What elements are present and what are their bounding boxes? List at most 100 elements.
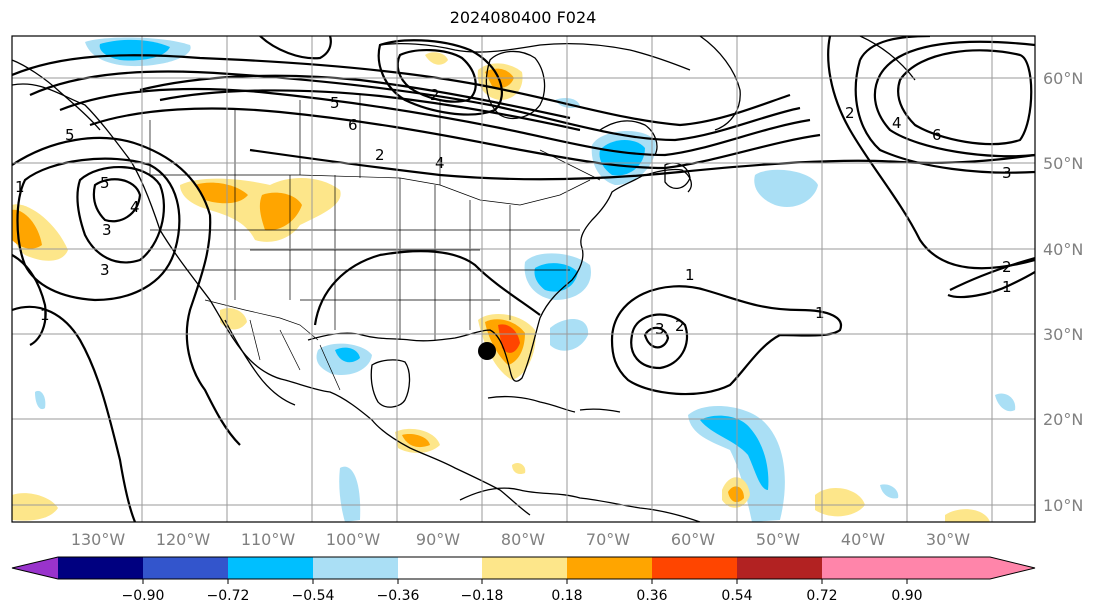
lat-label: 40°N bbox=[1043, 240, 1083, 259]
dark-orange-anomaly-tropical-atlantic bbox=[728, 486, 744, 503]
contour-west-outer bbox=[12, 305, 137, 522]
colorbar-tick-label: 0.54 bbox=[721, 588, 752, 604]
arctic-islands bbox=[379, 42, 691, 71]
blue-anomaly-pacific-south bbox=[339, 466, 361, 522]
dark-orange-anomaly-central-america bbox=[402, 434, 430, 448]
contour-label: 5 bbox=[330, 94, 340, 112]
lat-label: 20°N bbox=[1043, 410, 1083, 429]
blue-anomaly-cape-verde bbox=[880, 484, 899, 499]
blue-anomaly-tropical-atlantic bbox=[688, 405, 785, 522]
contour-label: 4 bbox=[892, 114, 902, 132]
contour-label: 1 bbox=[685, 266, 695, 284]
contour-north-jet-6 bbox=[159, 89, 581, 132]
contour-label: 2 bbox=[845, 104, 855, 122]
lon-label: 100°W bbox=[326, 530, 381, 549]
us-state-lines bbox=[150, 175, 580, 340]
map-frame bbox=[11, 35, 1036, 523]
contour-atl-low-1 bbox=[643, 326, 670, 349]
contour-east-low bbox=[947, 256, 1035, 299]
labrador-coast bbox=[599, 120, 658, 156]
mexico-west-coast bbox=[224, 319, 296, 406]
blue-anomaly-pacific-small bbox=[35, 390, 46, 410]
mexico-states bbox=[249, 319, 341, 391]
us-mexico-border bbox=[204, 299, 319, 341]
colorbar-segment bbox=[398, 557, 482, 579]
red-anomaly-florida bbox=[498, 324, 520, 353]
colorbar-tick-label: 0.36 bbox=[636, 588, 667, 604]
lon-label: 90°W bbox=[416, 530, 460, 549]
colorbar-tick-label: 0.90 bbox=[891, 588, 922, 604]
contour-atl-low-2 bbox=[630, 313, 689, 370]
map-title: 2024080400 F024 bbox=[449, 8, 597, 27]
orange-anomaly-mid-atlantic bbox=[815, 487, 865, 517]
colorbar-ticks bbox=[142, 579, 908, 584]
contour-north-jet-3 bbox=[59, 87, 811, 157]
blue-anomaly-east-atlantic bbox=[995, 393, 1016, 412]
blue-anomaly-atlantic-ne bbox=[754, 169, 818, 208]
latitude-labels: 60°N 50°N 40°N 30°N 20°N 10°N bbox=[1043, 69, 1083, 515]
political-borders bbox=[149, 95, 601, 391]
orange-anomaly-pacific-south bbox=[12, 493, 58, 521]
contour-label: 1 bbox=[1002, 278, 1012, 296]
lat-label: 10°N bbox=[1043, 496, 1083, 515]
gulf-coast bbox=[307, 168, 692, 382]
colorbar-segment bbox=[737, 557, 822, 579]
colorbar-segment bbox=[143, 557, 228, 579]
contour-label: 2 bbox=[430, 86, 440, 104]
contour-label: 5 bbox=[65, 126, 75, 144]
colorbar-tick-label: 0.18 bbox=[551, 588, 582, 604]
lon-label: 50°W bbox=[756, 530, 800, 549]
colorbar-tick-label: −0.54 bbox=[292, 588, 335, 604]
lon-label: 60°W bbox=[671, 530, 715, 549]
lat-label: 50°N bbox=[1043, 154, 1083, 173]
contour-east-high-1 bbox=[897, 49, 1033, 146]
colorbar-segment bbox=[313, 557, 398, 579]
contour-greenland-3 bbox=[259, 36, 332, 60]
pressure-contours bbox=[12, 36, 1035, 522]
lon-label: 30°W bbox=[926, 530, 970, 549]
colorbar-segment bbox=[822, 557, 1035, 579]
lon-label: 130°W bbox=[71, 530, 126, 549]
colorbar-segment bbox=[652, 557, 737, 579]
lon-label: 70°W bbox=[586, 530, 630, 549]
lon-label: 120°W bbox=[156, 530, 211, 549]
storm-center-marker bbox=[478, 342, 496, 360]
colorbar-tick-label: 0.72 bbox=[806, 588, 837, 604]
contour-east-high-4 bbox=[827, 36, 1035, 270]
contour-west-3 bbox=[16, 157, 181, 302]
contour-north-jet-2 bbox=[29, 70, 801, 142]
colorbar-segment bbox=[58, 557, 143, 579]
contour-label: 2 bbox=[375, 146, 385, 164]
contour-label: 1 bbox=[815, 304, 825, 322]
caribbean-hispaniola bbox=[579, 408, 621, 413]
graticule bbox=[12, 36, 1035, 522]
contour-west-1 bbox=[92, 178, 142, 223]
contour-west-2 bbox=[76, 166, 165, 264]
yellow-anomaly-greenland bbox=[425, 52, 448, 65]
lon-label: 40°W bbox=[841, 530, 885, 549]
blue-anomaly-bahamas bbox=[550, 318, 589, 351]
caribbean-cuba bbox=[487, 395, 576, 413]
contour-greenland-1 bbox=[377, 39, 503, 116]
contour-label: 2 bbox=[1002, 258, 1012, 276]
hudson-bay bbox=[485, 50, 546, 119]
greenland-coast bbox=[699, 36, 741, 131]
lon-label: 110°W bbox=[241, 530, 296, 549]
lat-label: 60°N bbox=[1043, 69, 1083, 88]
cyan-anomaly-gulf-west bbox=[335, 347, 360, 363]
colorbar-outline bbox=[11, 556, 1036, 580]
contour-southwest bbox=[12, 254, 47, 346]
longitude-labels: 130°W 120°W 110°W 100°W 90°W 80°W 70°W 6… bbox=[71, 530, 970, 549]
contour-north-jet-5 bbox=[139, 74, 571, 120]
contour-main-trough bbox=[12, 136, 241, 446]
contour-label: 1 bbox=[40, 306, 50, 324]
greenland-ice bbox=[859, 36, 916, 81]
contour-label: 3 bbox=[1002, 164, 1012, 182]
us-canada-border bbox=[150, 174, 591, 206]
contour-label: 6 bbox=[932, 126, 942, 144]
lon-label: 80°W bbox=[501, 530, 545, 549]
contour-label: 5 bbox=[100, 174, 110, 192]
contour-north-jet-1 bbox=[12, 54, 791, 127]
contour-north-jet-4 bbox=[89, 107, 821, 170]
